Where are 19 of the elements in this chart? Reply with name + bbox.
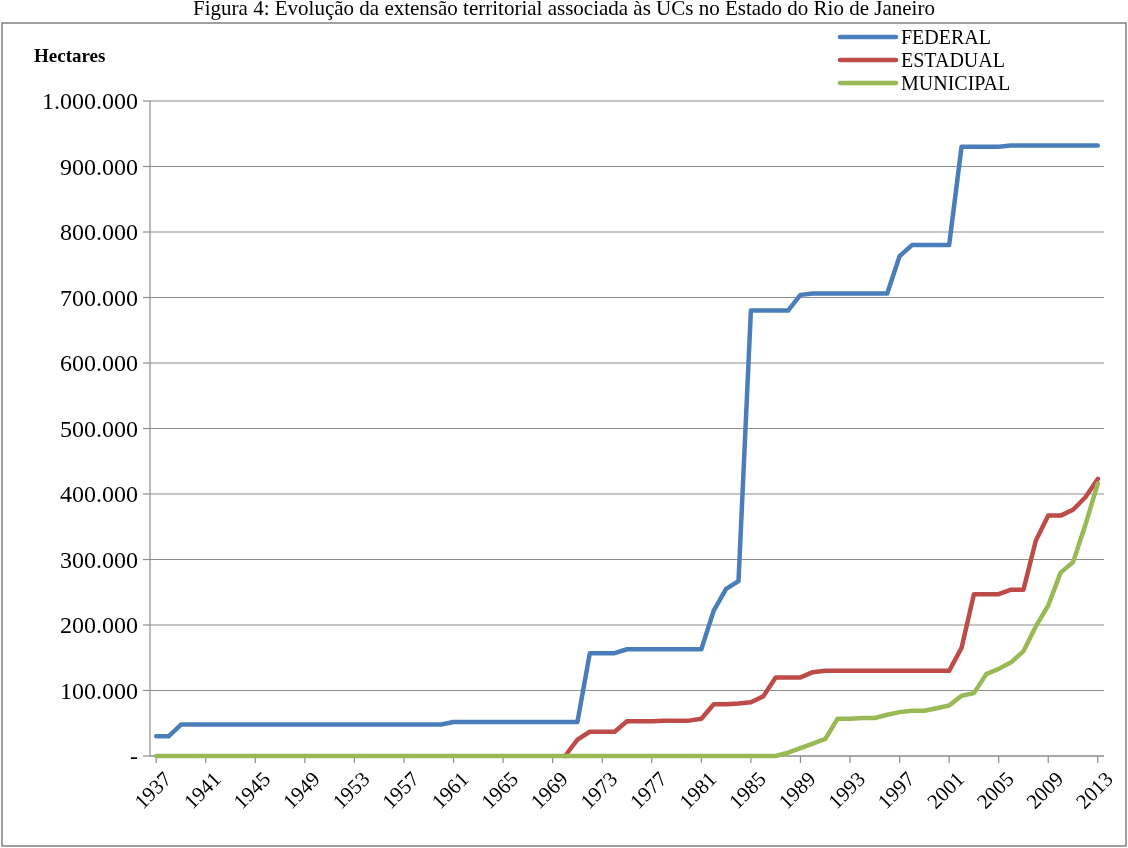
line-series — [153, 143, 1101, 739]
y-tick-label: 100.000 — [60, 677, 138, 704]
legend-label: MUNICIPAL — [901, 72, 1011, 94]
y-tick-label: - — [130, 743, 138, 770]
x-tick-label: 1981 — [674, 766, 722, 814]
y-tick-label: 900.000 — [60, 153, 138, 180]
y-tick-label: 200.000 — [60, 612, 138, 639]
y-tick-label: 500.000 — [60, 415, 138, 442]
legend-label: ESTADUAL — [901, 49, 1005, 71]
y-axis-title: Hectares — [34, 45, 106, 66]
chart-title: Figura 4: Evolução da extensão territorial associada às UCs no Estado do Rio de Janeiro — [193, 0, 935, 20]
y-tick-label: 1.000.000 — [42, 88, 138, 115]
y-tick-label: 700.000 — [60, 284, 138, 311]
y-tick-label: 600.000 — [60, 350, 138, 377]
y-tick-label: 800.000 — [60, 219, 138, 246]
line-series — [153, 481, 1101, 759]
legend-label: FEDERAL — [901, 26, 991, 48]
y-tick-label: 300.000 — [60, 546, 138, 573]
y-tick-label: 400.000 — [60, 481, 138, 508]
